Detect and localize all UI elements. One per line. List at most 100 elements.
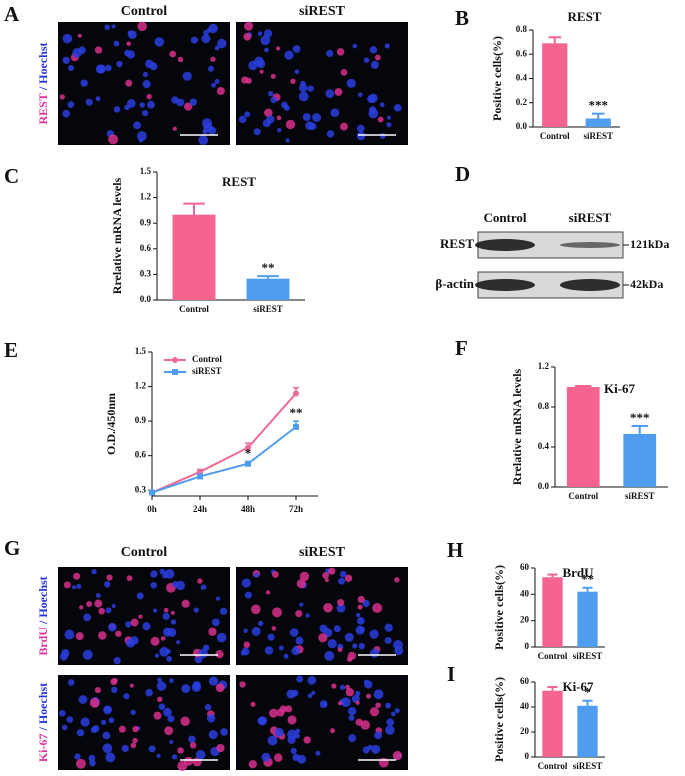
cell [285,138,290,143]
point [149,489,155,496]
cell [264,646,274,655]
cell [147,100,155,109]
panel-letter: A [4,2,20,26]
cell [105,64,112,72]
panel-letter: F [455,336,468,360]
y-tick-label: 0.9 [140,217,152,227]
cell [386,718,395,727]
cell [292,753,300,762]
panel-letter: I [447,662,455,686]
cell [59,652,68,661]
row-label-part: REST [36,93,50,124]
cell [126,41,131,46]
cell [362,599,370,608]
cell [105,752,116,763]
cell [79,605,84,610]
cell [326,49,334,58]
cell [284,50,294,60]
panel-letter: E [4,338,18,362]
cell [318,633,328,643]
cell [206,714,216,723]
cell [291,646,300,656]
cell [150,636,160,646]
cell [337,598,345,607]
cell [294,69,300,75]
cell [156,753,161,758]
cell [368,93,378,103]
y-tick-label: 20 [520,726,530,736]
cell [108,134,119,145]
cell [303,736,311,744]
cell [94,46,103,54]
cell [374,54,381,61]
cell [344,632,354,642]
cell [115,630,122,637]
panel-letter: G [4,536,20,560]
cell [163,607,169,613]
series-line [151,426,297,494]
cell [82,649,93,660]
cell [356,613,361,618]
x-tick-label: siREST [625,491,655,501]
cell [270,96,277,104]
cell [377,116,384,123]
cell [164,569,175,579]
cell [357,124,365,133]
cell [66,716,74,723]
cell [146,93,152,100]
x-tick-label: Control [568,491,598,501]
point [245,460,251,467]
cell [267,735,278,746]
cell [172,126,177,131]
cell [136,131,147,142]
cell [184,102,193,111]
row-label: BrdU / Hoechst [36,576,50,655]
cell [274,727,284,737]
cell [390,711,396,717]
y-tick-label: 0.0 [516,121,528,131]
legend-marker [172,369,178,375]
cell [195,749,206,760]
cell [285,119,296,130]
cell [73,572,81,580]
cell [150,581,157,589]
y-axis-label: Rrelative mRNA levels [110,177,124,294]
cell [290,747,297,755]
cell [172,581,179,588]
cell [102,743,113,754]
bar [542,577,563,647]
cell [277,127,282,133]
cell [132,725,139,733]
cell [170,619,177,625]
cell [302,113,311,122]
cell [241,647,250,656]
y-axis-label: Positive cells(%) [492,677,506,762]
cell [357,595,365,604]
cell [393,104,402,112]
cell [170,610,175,615]
cell [86,601,93,607]
y-tick-label: 40 [520,588,530,598]
cell [289,628,299,637]
cell [244,591,252,599]
cell [356,616,365,625]
cell [169,678,174,683]
chart-title: Ki-67 [604,381,636,396]
cell [121,744,129,753]
cell [164,726,174,736]
cell [257,620,264,627]
y-tick-label: 0 [525,751,530,761]
cell [334,88,343,96]
cell [76,729,85,737]
cell [80,79,88,87]
cell [369,46,378,54]
cell [294,733,300,739]
cell [154,653,160,658]
cell [129,683,134,688]
panel-letter: D [455,162,470,186]
cell [379,102,385,108]
cell [85,98,93,106]
cell [295,636,304,645]
significance: *** [630,410,650,425]
cell [193,607,199,613]
